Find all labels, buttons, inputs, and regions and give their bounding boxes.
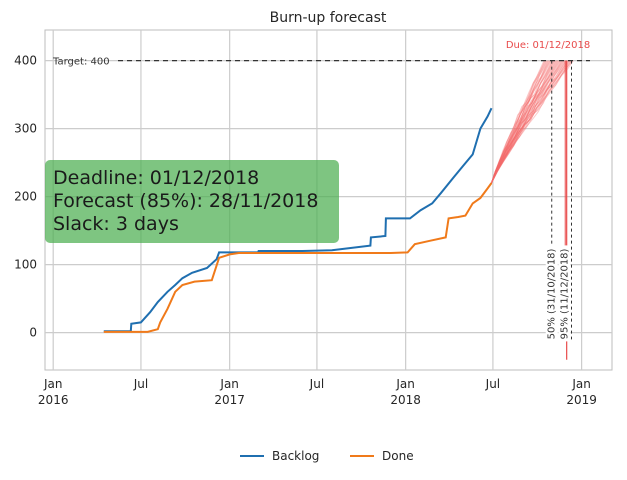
legend-label-backlog: Backlog (272, 449, 319, 463)
simulation-line (490, 60, 551, 184)
x-tick-label: Jan 2016 (38, 377, 69, 407)
legend-label-done: Done (382, 449, 414, 463)
x-tick-label: Jul (133, 377, 148, 391)
simulation-line (491, 60, 569, 184)
simulation-line (490, 60, 550, 184)
y-tick-label: 0 (29, 326, 37, 340)
simulation-line (490, 60, 545, 184)
y-tick-label: 100 (14, 258, 37, 272)
forecast-overlays: Target: 400 Due: 01/12/2018 50% (31/10/201… (52, 40, 590, 360)
simulation-line (490, 60, 553, 184)
x-tick-label: Jul (309, 377, 324, 391)
annotation-line-3: Slack: 3 days (53, 213, 179, 235)
simulation-line (490, 60, 548, 184)
x-tick-labels: Jan 2016 Jul Jan 2017 Jul Jan 2018 Jul Jan 2019 (38, 377, 597, 407)
simulation-line (490, 60, 556, 184)
x-tick-label: Jul (485, 377, 500, 391)
simulation-line (491, 60, 568, 184)
simulation-line (491, 60, 565, 184)
quantile-label-bg (545, 245, 558, 342)
simulation-line (490, 60, 546, 184)
quantile-label: 50% (31/10/2018) (547, 248, 558, 339)
y-tick-label: 200 (14, 190, 37, 204)
simulation-line (490, 60, 552, 184)
simulation-line (491, 60, 571, 184)
simulation-line (491, 60, 562, 184)
simulation-line (491, 60, 562, 184)
forecast-simulations (490, 60, 574, 184)
deadline-label: Due: 01/12/2018 (506, 40, 590, 51)
simulation-line (491, 60, 563, 184)
simulation-line (491, 60, 558, 184)
simulation-line (491, 60, 566, 184)
simulation-line (490, 60, 553, 184)
simulation-line (491, 60, 564, 184)
y-tick-label: 400 (14, 54, 37, 68)
simulation-line (490, 60, 554, 184)
simulation-line (491, 60, 559, 184)
simulation-line (491, 60, 555, 184)
series-lines (103, 107, 493, 333)
target-label: Target: 400 (52, 57, 110, 68)
simulation-line (490, 60, 547, 184)
simulation-line (491, 60, 561, 184)
simulation-line (491, 60, 557, 184)
done-line (103, 182, 493, 333)
quantile-label: 95% (11/12/2018) (560, 248, 571, 339)
backlog-line (103, 107, 493, 333)
annotation-line-1: Deadline: 01/12/2018 (53, 167, 259, 189)
quantile-label-bg (558, 245, 571, 342)
simulation-line (490, 60, 549, 184)
simulation-line (490, 60, 549, 184)
simulation-line (491, 60, 572, 184)
annotation-box: Deadline: 01/12/2018 Forecast (85%): 28/… (45, 160, 339, 243)
simulation-line (491, 60, 570, 184)
simulation-line (491, 60, 571, 184)
y-tick-label: 300 (14, 122, 37, 136)
simulation-line (491, 60, 567, 184)
x-tick-label: Jan 2017 (214, 377, 245, 407)
annotation-line-2: Forecast (85%): 28/11/2018 (53, 190, 318, 212)
simulation-line (491, 60, 574, 184)
x-tick-label: Jan 2018 (390, 377, 421, 407)
simulation-line (491, 60, 573, 184)
legend: Backlog Done (240, 449, 414, 463)
simulation-line (491, 60, 565, 184)
y-tick-labels: 0 100 200 300 400 (14, 54, 37, 340)
simulation-line (491, 60, 574, 184)
chart-title: Burn-up forecast (270, 10, 387, 26)
simulation-line (491, 60, 560, 184)
simulation-line (490, 60, 546, 184)
simulation-line (491, 60, 568, 184)
x-tick-label: Jan 2019 (566, 377, 597, 407)
simulation-line (491, 60, 556, 184)
simulation-line (491, 60, 559, 184)
